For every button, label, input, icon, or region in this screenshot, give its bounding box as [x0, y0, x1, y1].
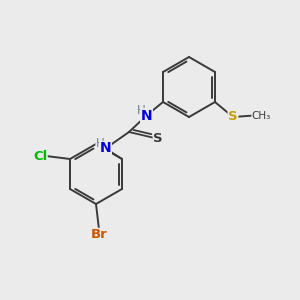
Text: H: H [96, 136, 104, 150]
Text: H: H [137, 103, 146, 117]
Text: Cl: Cl [33, 149, 47, 163]
Text: S: S [153, 131, 163, 145]
Text: Br: Br [91, 228, 107, 242]
Text: CH₃: CH₃ [252, 110, 271, 121]
Text: N: N [141, 109, 152, 122]
Text: S: S [228, 110, 238, 124]
Text: N: N [100, 142, 111, 155]
